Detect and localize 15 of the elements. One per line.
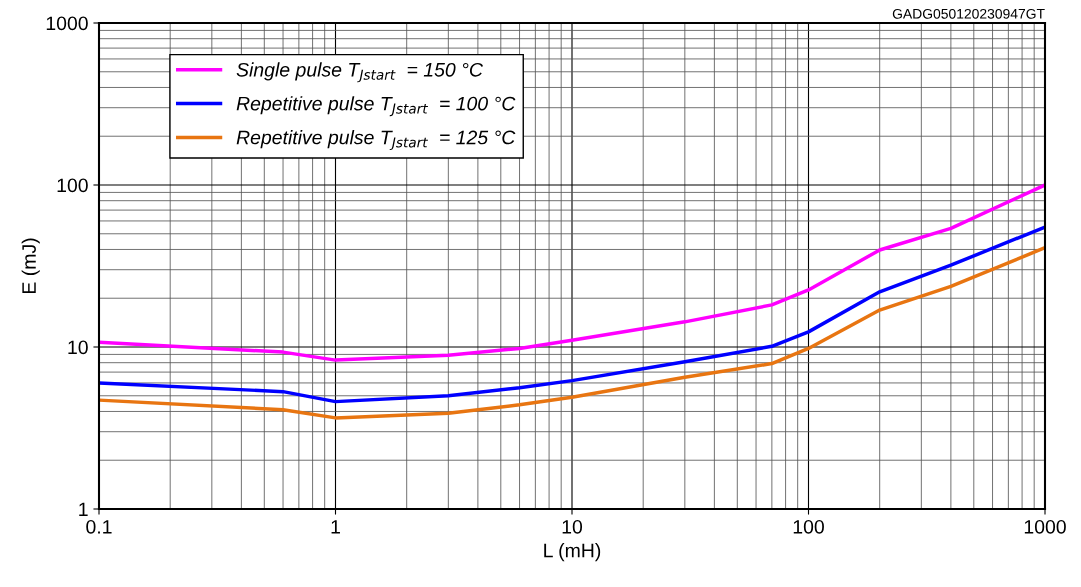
y-tick-label: 1000 xyxy=(46,16,88,31)
y-tick-label: 100 xyxy=(57,178,88,193)
x-tick-label: 10 xyxy=(562,519,583,534)
legend-label: Single pulse T$_{Jstart}$ = 150 °C xyxy=(236,62,484,83)
legend-label: Repetitive pulse T$_{Jstart}$ = 100 °C xyxy=(236,96,516,117)
x-tick-label: 1 xyxy=(331,520,340,534)
x-tick-label: 1000 xyxy=(1024,519,1066,534)
y-tick-label: 1 xyxy=(79,502,88,517)
x-tick-label: 0.1 xyxy=(86,519,112,534)
text: GADG050120230947GT xyxy=(892,8,1045,19)
legend-label: Repetitive pulse T$_{Jstart}$ = 125 °C xyxy=(236,130,516,151)
x-axis-title: L (mH) xyxy=(544,543,601,562)
y-tick-label: 10 xyxy=(68,340,88,355)
y-axis-title: E (mJ) xyxy=(21,238,40,294)
x-tick-label: 100 xyxy=(793,519,824,534)
